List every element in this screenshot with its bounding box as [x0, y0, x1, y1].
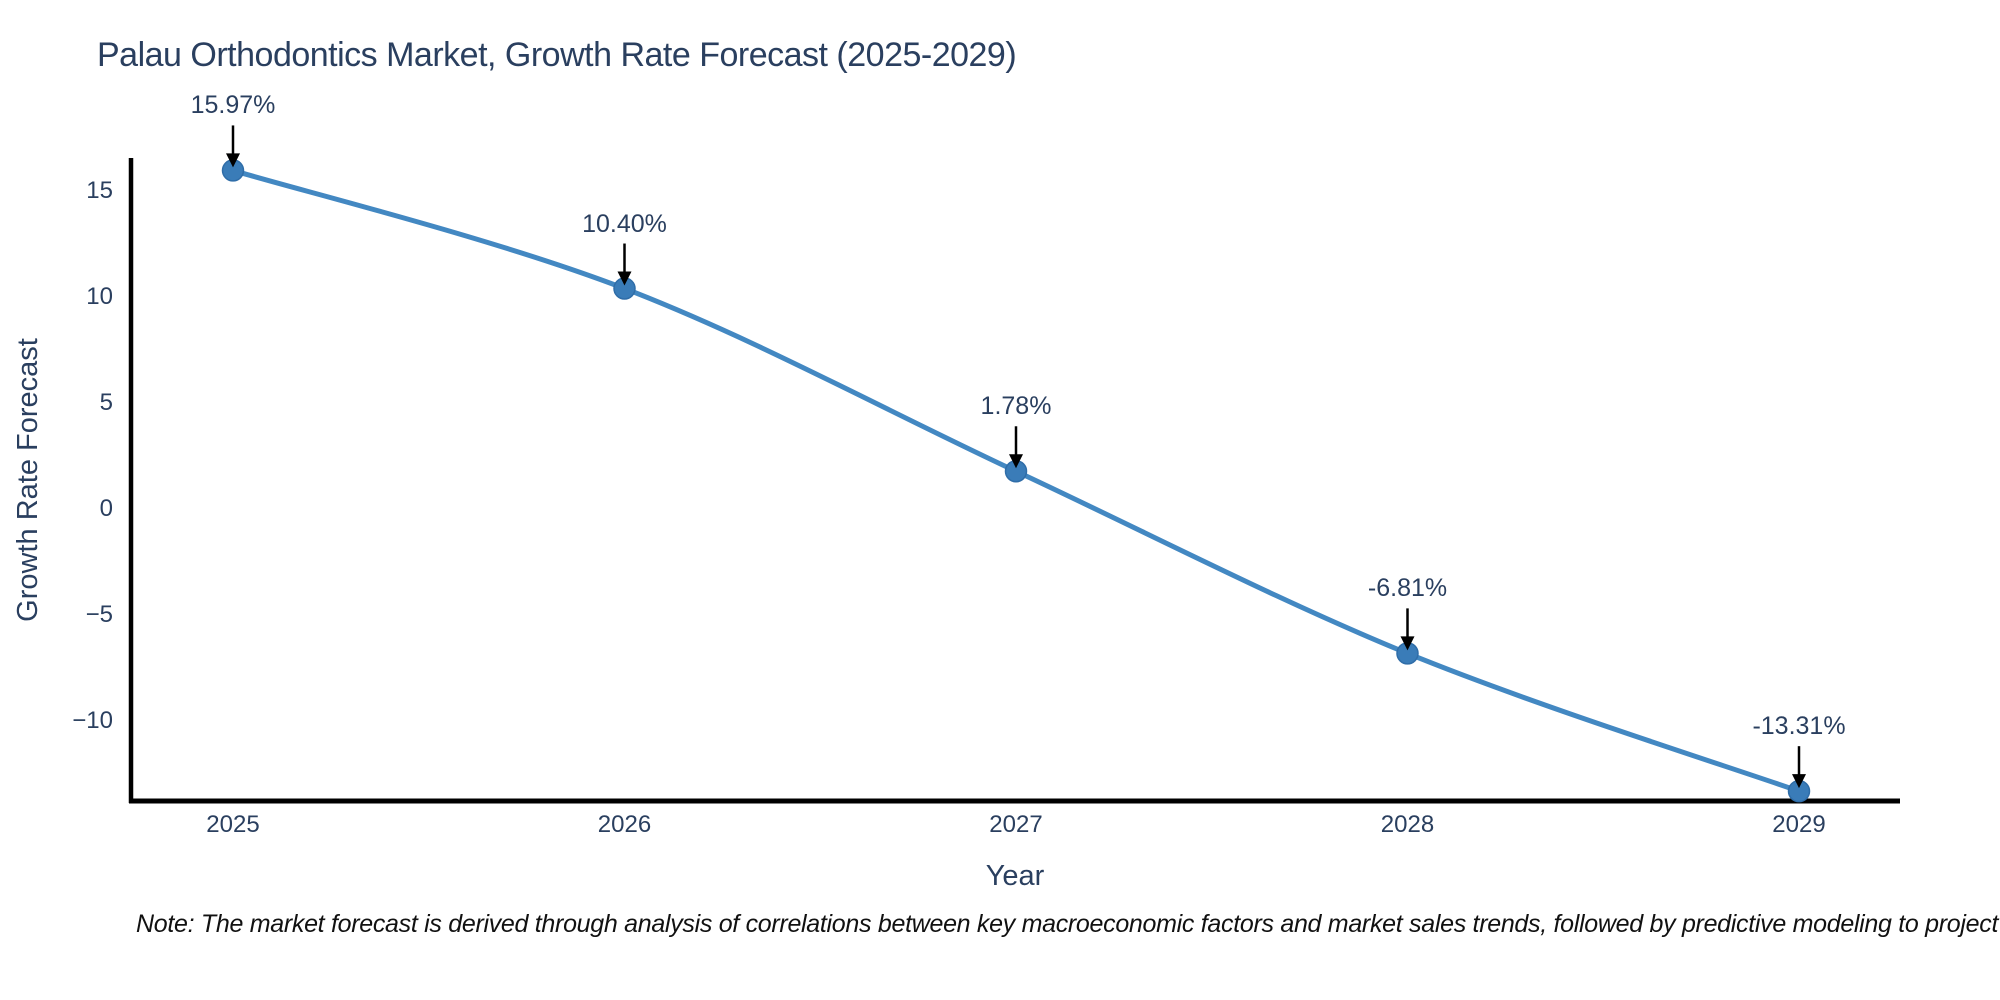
- annotation-arrowhead-icon: [226, 153, 240, 168]
- point-value-label: -6.81%: [1367, 574, 1448, 603]
- x-tick-label: 2025: [206, 811, 260, 838]
- x-axis-title: Year: [985, 860, 1045, 892]
- annotation-arrowhead-icon: [617, 271, 632, 286]
- x-tick-label: 2027: [989, 811, 1043, 838]
- x-tick-label: 2028: [1380, 811, 1435, 838]
- y-tick-label: −5: [85, 601, 113, 628]
- point-value-label: 15.97%: [190, 91, 276, 120]
- y-tick-label: 15: [86, 177, 113, 204]
- point-value-label: -13.31%: [1752, 712, 1846, 741]
- y-tick-label: 10: [86, 283, 113, 310]
- annotation-arrowhead-icon: [1792, 774, 1806, 789]
- y-tick-label: 0: [99, 495, 113, 522]
- x-tick-label: 2026: [597, 811, 652, 838]
- annotation-arrowhead-icon: [1009, 454, 1023, 469]
- point-value-label: 10.40%: [582, 209, 667, 238]
- y-tick-label: 5: [99, 389, 113, 416]
- y-tick-label: −10: [72, 707, 113, 734]
- point-value-label: 1.78%: [980, 392, 1052, 421]
- footnote: Note: The market forecast is derived thr…: [136, 910, 2000, 938]
- chart-title: Palau Orthodontics Market, Growth Rate F…: [97, 36, 1017, 74]
- annotation-arrowhead-icon: [1400, 636, 1415, 651]
- x-tick-label: 2029: [1772, 811, 1826, 838]
